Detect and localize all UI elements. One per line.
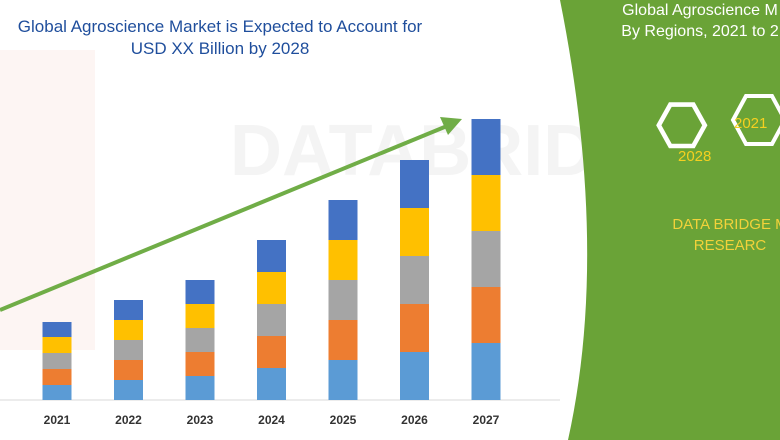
bar-2021-segment-5: [42, 322, 72, 337]
trend-arrow-head: [440, 117, 462, 135]
x-tick-label-2024: 2024: [258, 413, 285, 427]
brand-name: DATA BRIDGE M RESEARC: [650, 214, 780, 256]
bar-2024-segment-2: [257, 336, 286, 368]
x-tick-label-2021: 2021: [44, 413, 71, 427]
bar-2023-segment-5: [185, 280, 215, 304]
bar-2022-segment-1: [114, 380, 143, 400]
bars-group: [42, 119, 501, 400]
x-tick-label-2022: 2022: [115, 413, 142, 427]
panel-title-line-2: By Regions, 2021 to 2: [621, 23, 779, 40]
bar-2025-segment-2: [328, 320, 358, 360]
bar-2021-segment-4: [42, 337, 72, 353]
x-tick-label-2023: 2023: [187, 413, 214, 427]
x-tick-label-2026: 2026: [401, 413, 428, 427]
hex-year-2021: 2021: [734, 115, 767, 132]
bar-2023-segment-4: [185, 304, 215, 328]
brand-line-1: DATA BRIDGE M: [672, 216, 780, 233]
hexagon-2028: [656, 102, 708, 149]
panel-title-line-1: Global Agroscience M: [622, 2, 778, 19]
right-panel: [560, 0, 780, 440]
bar-2027-segment-2: [471, 287, 501, 343]
bar-2023-segment-1: [185, 376, 215, 400]
bar-2021-segment-1: [42, 385, 72, 400]
hexagon-2021: [730, 94, 780, 146]
brand-line-2: RESEARC: [693, 237, 767, 254]
bar-2026-segment-3: [400, 256, 429, 304]
bar-2024-segment-3: [257, 304, 286, 336]
x-tick-labels: 2021 2022 2023 2024 2025 2026 2027: [44, 413, 500, 427]
chart-title-line-2: USD XX Billion by 2028: [130, 39, 310, 58]
bar-2027-segment-3: [471, 231, 501, 287]
bar-2024-segment-5: [257, 240, 286, 272]
bar-2022-segment-4: [114, 320, 143, 340]
bar-2021-segment-2: [42, 369, 72, 385]
bar-2026-segment-5: [400, 160, 429, 208]
bar-2022-segment-5: [114, 300, 143, 320]
bar-2021-segment-3: [42, 353, 72, 369]
hex-year-2028: 2028: [678, 148, 711, 165]
bar-2027-segment-1: [471, 343, 501, 400]
bar-2023-segment-3: [185, 328, 215, 352]
bar-2027-segment-5: [471, 119, 501, 175]
bar-2026-segment-4: [400, 208, 429, 256]
panel-title: Global Agroscience M By Regions, 2021 to…: [600, 0, 780, 42]
watermark-shape: [0, 50, 95, 350]
bar-2027-segment-4: [471, 175, 501, 231]
chart-title-line-1: Global Agroscience Market is Expected to…: [17, 17, 423, 36]
bar-2024-segment-1: [257, 368, 286, 400]
bar-2022-segment-2: [114, 360, 143, 380]
bar-2024-segment-4: [257, 272, 286, 304]
x-tick-label-2027: 2027: [473, 413, 500, 427]
bar-2026-segment-2: [400, 304, 429, 352]
bar-2025-segment-3: [328, 280, 358, 320]
bar-2022-segment-3: [114, 340, 143, 360]
bar-2025-segment-4: [328, 240, 358, 280]
bar-2025-segment-1: [328, 360, 358, 400]
trend-arrow-line: [0, 124, 448, 312]
bar-2025-segment-5: [328, 200, 358, 240]
x-tick-label-2025: 2025: [330, 413, 357, 427]
bar-2023-segment-2: [185, 352, 215, 376]
chart-title: Global Agroscience Market is Expected to…: [0, 16, 440, 60]
bar-2026-segment-1: [400, 352, 429, 400]
